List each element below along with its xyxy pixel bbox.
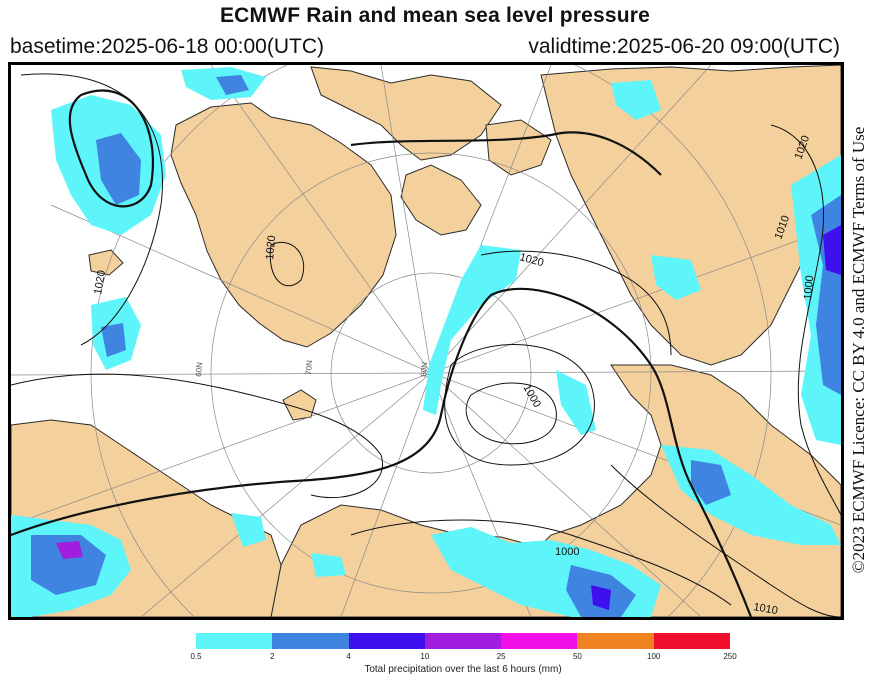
isobar-label: 1020 xyxy=(264,235,278,260)
colorbar-swatch xyxy=(424,633,502,649)
isobar-line xyxy=(269,242,305,287)
precip-area xyxy=(96,133,141,205)
isobar-line xyxy=(770,124,841,516)
precip-area xyxy=(611,80,661,120)
colorbar-tick: 25 xyxy=(496,652,506,661)
land-iceland xyxy=(88,249,124,276)
colorbar-tick: 50 xyxy=(572,652,582,661)
license-text: ©2023 ECMWF Licence: CC BY 4.0 and ECMWF… xyxy=(849,126,868,574)
latitude-label: 80N xyxy=(419,362,429,378)
precip-area xyxy=(231,513,266,547)
precip-area xyxy=(101,323,126,357)
precipitation-colorbar xyxy=(196,633,730,649)
colorbar-title: Total precipitation over the last 6 hour… xyxy=(364,664,562,675)
isobar-line xyxy=(480,250,672,356)
precip-area xyxy=(56,541,83,559)
colorbar-swatch xyxy=(501,633,578,649)
precip-area xyxy=(823,225,841,275)
land-arctic-islands xyxy=(310,66,502,161)
isobar-line xyxy=(444,344,595,466)
chart-title: ECMWF Rain and mean sea level pressure xyxy=(219,4,651,27)
isobar-label: 1000 xyxy=(520,383,543,410)
precip-area xyxy=(691,460,731,505)
isobar-layer xyxy=(11,73,841,617)
latitude-label: 60N xyxy=(194,362,204,378)
colorbar-swatch xyxy=(653,633,730,649)
land-svalbard xyxy=(282,389,317,421)
colorbar-swatch xyxy=(272,633,349,649)
isobar-line xyxy=(11,373,384,499)
isobar-line xyxy=(11,287,753,617)
basetime-label: basetime:2025-06-18 00:00(UTC) xyxy=(10,35,324,58)
license-notice: ©2023 ECMWF Licence: CC BY 4.0 and ECMWF… xyxy=(846,90,870,610)
isobar-label: 1000 xyxy=(802,275,816,300)
precip-area xyxy=(651,255,701,300)
precipitation-layer xyxy=(11,67,841,617)
precip-area xyxy=(216,75,249,95)
precip-area xyxy=(556,370,596,435)
isobar-line xyxy=(610,464,841,617)
isobar-line xyxy=(350,131,662,176)
latitude-labels: 80N 70N 60N xyxy=(194,360,429,378)
map-canvas: 1020 1020 1020 1000 1000 1010 1020 1000 … xyxy=(11,65,841,617)
isobar-line xyxy=(20,73,163,346)
isobar-line xyxy=(350,519,732,606)
colorbar-tick: 2 xyxy=(270,652,275,661)
latitude-label: 70N xyxy=(304,360,314,376)
validtime-label: validtime:2025-06-20 09:00(UTC) xyxy=(528,35,840,58)
isobar-label: 1010 xyxy=(752,601,778,617)
precip-area xyxy=(591,585,611,610)
colorbar-swatch xyxy=(577,633,654,649)
colorbar-swatch xyxy=(196,633,273,649)
isobar-label: 1020 xyxy=(518,251,545,269)
colorbar-tick: 100 xyxy=(647,652,661,661)
colorbar-swatch xyxy=(348,633,425,649)
precip-area xyxy=(311,553,346,577)
isobar-line xyxy=(465,382,557,445)
isobar-label: 1000 xyxy=(555,546,579,558)
precip-area xyxy=(31,535,106,595)
colorbar-tick: 4 xyxy=(346,652,351,661)
land-greenland xyxy=(170,102,397,348)
precip-area xyxy=(423,245,521,415)
land-north-america xyxy=(540,65,841,366)
land-arctic-islands-2 xyxy=(400,164,482,236)
isobar-line xyxy=(68,89,154,208)
isobar-label: 1020 xyxy=(92,269,108,295)
colorbar-tick: 0.5 xyxy=(190,652,202,661)
colorbar-tick: 10 xyxy=(420,652,430,661)
colorbar-tick: 250 xyxy=(723,652,737,661)
colorbar-ticks: 0.5 2 4 10 25 50 100 250 xyxy=(190,652,736,664)
map-frame: 1020 1020 1020 1000 1000 1010 1020 1000 … xyxy=(8,62,844,620)
